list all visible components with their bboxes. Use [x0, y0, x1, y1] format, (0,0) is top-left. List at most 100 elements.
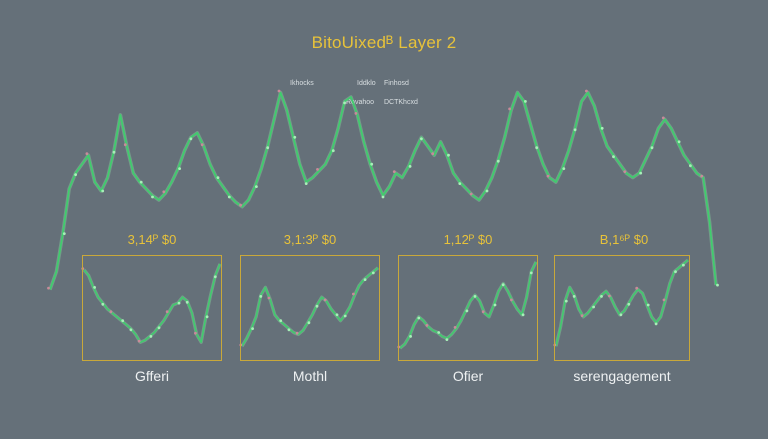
main-series-point: [573, 128, 577, 132]
main-series-point: [370, 162, 374, 166]
panel-4-series-point: [600, 295, 603, 298]
panel-1-series-point: [213, 275, 217, 279]
main-series-point: [496, 159, 500, 163]
panel-1-series-point: [137, 339, 141, 343]
panel-1-series-point: [121, 319, 125, 323]
main-series-point: [293, 135, 297, 139]
panel-2-series-point: [323, 298, 327, 302]
main-series-point: [431, 152, 435, 156]
panel-3-series-point: [465, 309, 469, 313]
panel-4-series-line: [555, 259, 689, 347]
main-series-point: [392, 170, 396, 174]
main-series-point: [189, 137, 193, 141]
main-series-point: [716, 283, 719, 287]
main-series-point: [62, 232, 66, 236]
main-series-point: [343, 101, 346, 105]
panel-3-series-point: [473, 295, 477, 298]
main-series-point: [266, 146, 270, 150]
panel-3-series-point: [445, 338, 449, 341]
panel-2-series-point: [287, 328, 291, 332]
panel-2-series-point: [259, 295, 263, 298]
main-series-point: [408, 165, 412, 168]
main-series-point: [661, 116, 665, 120]
main-series-point: [677, 140, 681, 144]
chart-title: BitoUixedᴮ Layer 2: [311, 33, 457, 52]
main-series-line: [49, 91, 717, 290]
panel-1-series-point: [205, 315, 209, 319]
panel-3-series-point: [425, 324, 429, 327]
main-series-point: [600, 126, 604, 130]
panel-4-series-point: [592, 305, 595, 309]
panel-value-2: 3,1:3ᴾ $0: [283, 232, 337, 247]
main-series-point: [277, 89, 281, 93]
panel-label-3: Ofier: [452, 368, 484, 384]
panel-2-series-point: [307, 321, 311, 325]
panel-label-2: Mothl: [292, 368, 328, 384]
panel-3-series-point: [501, 283, 505, 287]
main-series-point: [354, 112, 358, 115]
main-series-point: [639, 171, 643, 175]
panel-1-series-point: [157, 326, 161, 330]
panel-2-series-point: [295, 331, 299, 335]
panel-4-series-point: [564, 299, 568, 303]
panel-value-3: 1,12ᴾ $0: [443, 232, 493, 247]
panel-2-series-point: [352, 292, 355, 296]
panel-3-series-point: [481, 310, 485, 314]
panel-2-series-point: [315, 304, 319, 308]
main-series-point: [101, 189, 105, 193]
panel-4-series-point: [608, 294, 611, 298]
main-series-point: [255, 185, 258, 189]
panel-value-1: 3,14ᴾ $0: [127, 232, 177, 247]
main-series-point: [331, 149, 335, 153]
main-series-point: [485, 189, 489, 193]
main-series-point: [139, 180, 143, 184]
legend-item: DCTKhcxd: [384, 99, 418, 106]
panel-3-series-point: [453, 326, 457, 329]
panel-box-2: [240, 255, 380, 361]
legend-item: Iddklo: [357, 80, 376, 87]
panel-2-series-point: [267, 296, 271, 300]
main-series-point: [227, 195, 231, 199]
main-series-point: [162, 190, 166, 194]
panel-4-series-point: [674, 270, 677, 274]
panel-1-series-point: [101, 302, 105, 306]
panel-4-series-point: [682, 263, 685, 267]
main-series-point: [123, 143, 127, 147]
panel-4-series-point: [654, 322, 658, 326]
panel-box-3: [398, 255, 538, 361]
panel-2-series-point: [335, 313, 339, 317]
panel-1-series-point: [185, 300, 189, 304]
panel-3-series-line: [399, 261, 537, 349]
main-series-point: [85, 152, 89, 156]
main-series-point: [381, 195, 385, 199]
main-series-point: [700, 174, 704, 178]
legend-item: Rovahoo: [346, 99, 375, 106]
panel-box-1: [82, 255, 222, 361]
panel-2-series-point: [363, 278, 367, 281]
panel-4-series-point: [619, 313, 623, 317]
panel-2-series-point: [371, 271, 375, 275]
panel-1-series-point: [165, 310, 169, 314]
main-series-point: [469, 192, 473, 196]
panel-label-4: serengagement: [573, 368, 671, 384]
panel-4-series-point: [662, 298, 666, 302]
panel-value-4: B,1⁶ᴾ $0: [599, 232, 649, 247]
main-series-point: [316, 168, 319, 171]
main-series-point: [112, 150, 116, 154]
main-series-point: [74, 173, 77, 177]
panel-4-series-point: [572, 295, 576, 298]
panel-4-series-point: [635, 286, 639, 290]
main-series-point: [200, 143, 204, 147]
main-series-point: [304, 182, 308, 186]
legend-item: Ikhocks: [290, 80, 314, 87]
panel-1-series-point: [177, 301, 181, 305]
panel-1-series-point: [109, 310, 113, 314]
panel-4-series-point: [580, 314, 584, 317]
panel-1-series-line: [83, 263, 221, 343]
main-series-point: [535, 146, 539, 150]
main-series-point: [47, 286, 50, 290]
panel-1-series-point: [194, 331, 197, 335]
main-series-point: [420, 137, 423, 141]
panel-2-series-line: [241, 267, 379, 347]
legend-item: Finhosd: [384, 80, 409, 87]
